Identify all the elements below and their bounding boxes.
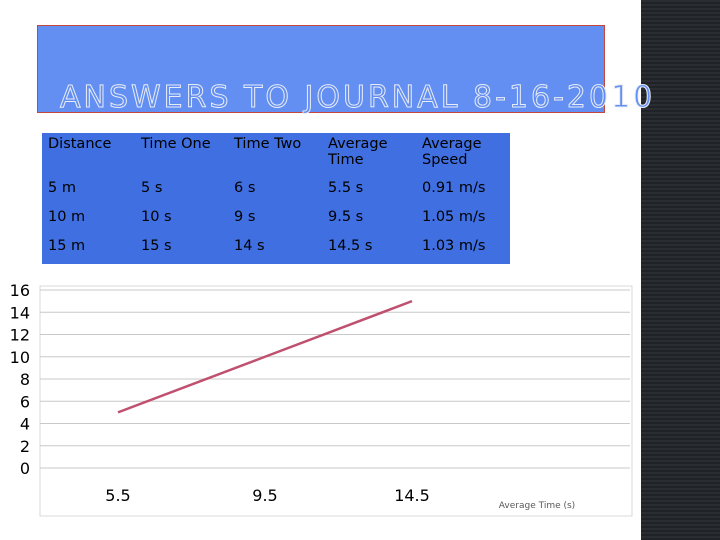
y-tick-label: 0	[20, 459, 30, 478]
x-tick-label: 9.5	[252, 486, 277, 505]
title-banner	[37, 25, 605, 113]
table-cell: 1.05 m/s	[416, 206, 510, 235]
table-cell: 1.03 m/s	[416, 235, 510, 264]
table-cell: 5 m	[42, 177, 135, 206]
y-tick-label: 12	[10, 326, 30, 345]
table-row: 10 m 10 s 9 s 9.5 s 1.05 m/s	[42, 206, 510, 235]
table-cell: 14 s	[228, 235, 322, 264]
y-tick-label: 4	[20, 415, 30, 434]
table-cell: 14.5 s	[322, 235, 416, 264]
table-header-cell: Distance	[42, 133, 135, 177]
y-tick-label: 2	[20, 437, 30, 456]
table-cell: 9 s	[228, 206, 322, 235]
y-tick-label: 16	[10, 281, 30, 300]
table-cell: 10 m	[42, 206, 135, 235]
table-cell: 15 m	[42, 235, 135, 264]
table-header-cell: Average Speed	[416, 133, 510, 177]
table-header-cell: Time One	[135, 133, 228, 177]
decorative-side-stripe	[641, 0, 720, 540]
table-cell: 5.5 s	[322, 177, 416, 206]
table-header-cell: Average Time	[322, 133, 416, 177]
series-line	[117, 299, 413, 414]
line-chart: 0 2 4 6 8 10 12 14 16 5.5 9.5 14.5 Average Time (s)	[10, 281, 633, 517]
x-axis-label: Average Time (s)	[499, 501, 575, 511]
table-row: 15 m 15 s 14 s 14.5 s 1.03 m/s	[42, 235, 510, 264]
y-tick-label: 10	[10, 348, 30, 367]
y-tick-label: 8	[20, 370, 30, 389]
table-cell: 5 s	[135, 177, 228, 206]
data-table: Distance Time One Time Two Average Time …	[42, 133, 510, 264]
table-cell: 10 s	[135, 206, 228, 235]
y-tick-label: 6	[20, 392, 30, 411]
y-tick-label: 14	[10, 303, 30, 322]
x-tick-label: 5.5	[105, 486, 130, 505]
table-cell: 15 s	[135, 235, 228, 264]
table-cell: 6 s	[228, 177, 322, 206]
table-row: 5 m 5 s 6 s 5.5 s 0.91 m/s	[42, 177, 510, 206]
table-cell: 0.91 m/s	[416, 177, 510, 206]
slide-title: Answers to Journal 8-16-2010	[59, 80, 656, 116]
table-header-row: Distance Time One Time Two Average Time …	[42, 133, 510, 177]
table-header-cell: Time Two	[228, 133, 322, 177]
x-tick-label: 14.5	[394, 486, 430, 505]
table-cell: 9.5 s	[322, 206, 416, 235]
